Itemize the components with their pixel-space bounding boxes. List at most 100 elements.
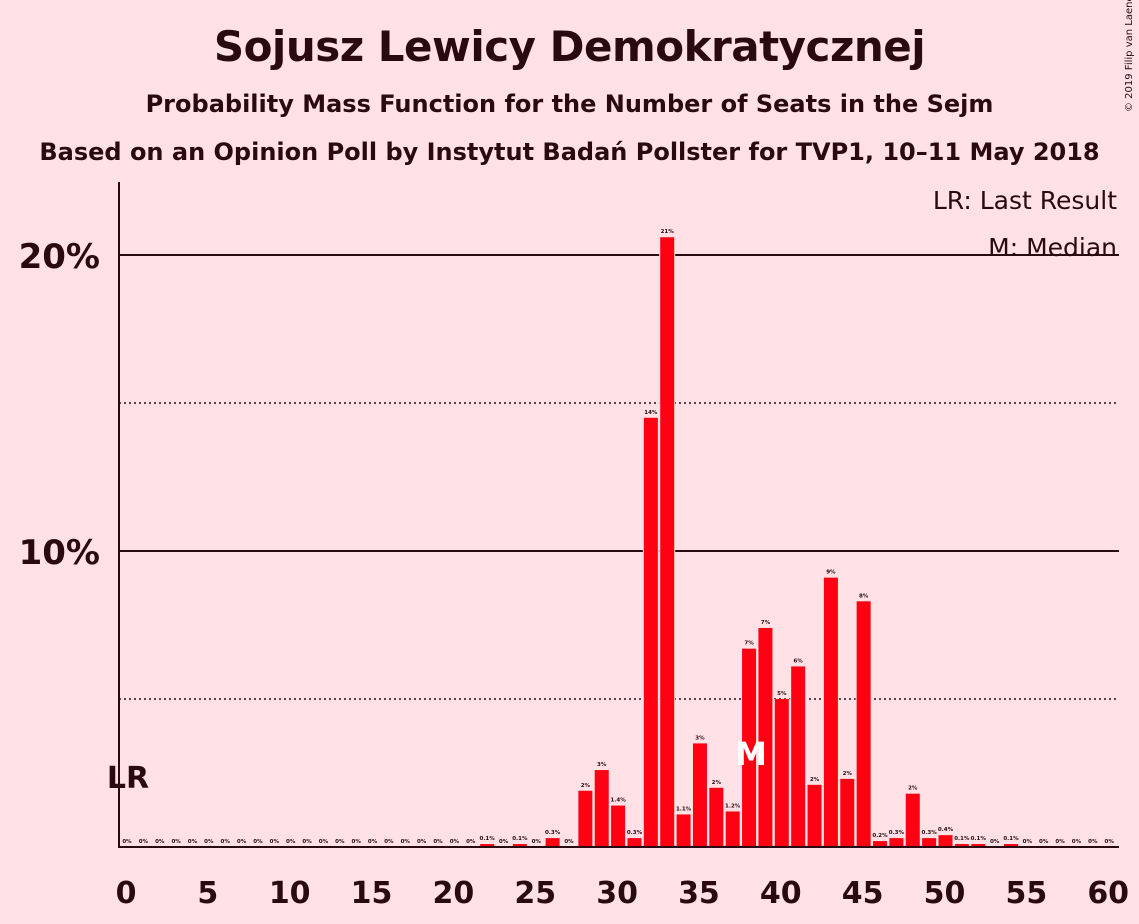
bar-44 — [840, 778, 855, 847]
bar-43 — [823, 577, 838, 847]
x-tick-60: 60 — [1087, 876, 1129, 911]
data-label-57: 0% — [1055, 839, 1065, 845]
bar-32 — [643, 417, 658, 847]
data-label-46: 0.2% — [872, 833, 888, 839]
chart-title: Sojusz Lewicy Demokratycznej — [213, 22, 926, 71]
y-tick-20: 20% — [19, 237, 100, 277]
data-label-24: 0.1% — [512, 836, 528, 842]
data-label-54: 0.1% — [1003, 836, 1019, 842]
bar-50 — [938, 835, 953, 847]
x-tick-10: 10 — [269, 876, 311, 911]
chart-source-subtitle: Based on an Opinion Poll by Instytut Bad… — [39, 138, 1100, 166]
x-tick-40: 40 — [760, 876, 802, 911]
data-label-3: 0% — [171, 839, 181, 845]
data-label-15: 0% — [368, 839, 378, 845]
bar-36 — [709, 787, 724, 847]
data-label-49: 0.3% — [921, 830, 937, 836]
data-label-40: 5% — [777, 691, 787, 697]
markers-group: LR M — [107, 735, 767, 796]
data-label-44: 2% — [843, 771, 853, 777]
bar-22 — [480, 844, 495, 847]
data-label-43: 9% — [826, 570, 836, 576]
bar-30 — [611, 805, 626, 847]
data-label-6: 0% — [221, 839, 231, 845]
x-tick-45: 45 — [842, 876, 884, 911]
data-label-22: 0.1% — [480, 836, 496, 842]
data-label-10: 0% — [286, 839, 296, 845]
data-label-18: 0% — [417, 839, 427, 845]
data-label-32: 14% — [644, 410, 658, 416]
data-label-16: 0% — [384, 839, 394, 845]
data-label-12: 0% — [319, 839, 329, 845]
data-label-37: 1.2% — [725, 803, 741, 809]
data-label-9: 0% — [270, 839, 280, 845]
x-tick-15: 15 — [351, 876, 393, 911]
data-label-30: 1.4% — [610, 798, 626, 804]
bar-41 — [791, 666, 806, 847]
x-tick-5: 5 — [197, 876, 218, 911]
bar-51 — [954, 844, 969, 847]
data-label-20: 0% — [450, 839, 460, 845]
x-tick-50: 50 — [924, 876, 966, 911]
data-label-41: 6% — [793, 658, 803, 664]
data-label-47: 0.3% — [889, 830, 905, 836]
data-label-53: 0% — [990, 839, 1000, 845]
data-label-42: 2% — [810, 777, 820, 783]
data-label-34: 1.1% — [676, 806, 692, 812]
data-label-31: 0.3% — [627, 830, 643, 836]
data-label-17: 0% — [401, 839, 411, 845]
data-label-51: 0.1% — [954, 836, 970, 842]
data-label-8: 0% — [253, 839, 263, 845]
axes-group — [118, 182, 1119, 848]
gridlines — [119, 254, 1119, 700]
median-marker: M — [735, 735, 767, 773]
bar-38 — [742, 648, 757, 847]
data-label-0: 0% — [122, 839, 132, 845]
data-label-14: 0% — [352, 839, 362, 845]
bar-39 — [758, 627, 773, 847]
bar-45 — [856, 601, 871, 847]
bar-54 — [1003, 844, 1018, 847]
data-label-11: 0% — [302, 839, 312, 845]
bar-24 — [512, 844, 527, 847]
bar-46 — [873, 841, 888, 847]
data-labels-group: 0% 0% 0% 0% 0% 0% 0% 0% 0% 0% 0% 0% 0% 0% 0% 0% 0% 0% 0% 0%… — [122, 229, 1114, 845]
data-label-58: 0% — [1072, 839, 1082, 845]
bar-29 — [594, 770, 609, 847]
data-label-5: 0% — [204, 839, 214, 845]
data-label-25: 0% — [532, 839, 542, 845]
data-label-27: 0% — [564, 839, 574, 845]
data-label-1: 0% — [139, 839, 149, 845]
bar-47 — [889, 838, 904, 847]
x-tick-30: 30 — [596, 876, 638, 911]
data-label-52: 0.1% — [971, 836, 987, 842]
legend-last-result: LR: Last Result — [933, 186, 1117, 215]
bar-31 — [627, 838, 642, 847]
bar-52 — [971, 844, 986, 847]
x-tick-55: 55 — [1005, 876, 1047, 911]
data-label-39: 7% — [761, 620, 771, 626]
data-label-4: 0% — [188, 839, 198, 845]
data-label-35: 3% — [695, 735, 705, 741]
data-label-28: 2% — [581, 783, 591, 789]
x-tick-25: 25 — [514, 876, 556, 911]
x-tick-labels: 0 5 10 15 20 25 30 35 40 45 50 55 60 — [116, 876, 1130, 911]
bar-42 — [807, 784, 822, 847]
data-label-48: 2% — [908, 786, 918, 792]
bar-48 — [905, 793, 920, 847]
data-label-33: 21% — [661, 229, 675, 235]
x-tick-0: 0 — [116, 876, 137, 911]
data-label-38: 7% — [744, 641, 754, 647]
data-label-45: 8% — [859, 593, 869, 599]
data-label-26: 0.3% — [545, 830, 561, 836]
y-tick-10: 10% — [19, 533, 100, 573]
data-label-19: 0% — [433, 839, 443, 845]
bar-40 — [774, 699, 789, 847]
legend-median: M: Median — [988, 233, 1117, 262]
y-tick-labels: 10% 20% — [19, 237, 100, 573]
data-label-2: 0% — [155, 839, 165, 845]
data-label-13: 0% — [335, 839, 345, 845]
data-label-60: 0% — [1105, 839, 1115, 845]
bar-34 — [676, 814, 691, 847]
